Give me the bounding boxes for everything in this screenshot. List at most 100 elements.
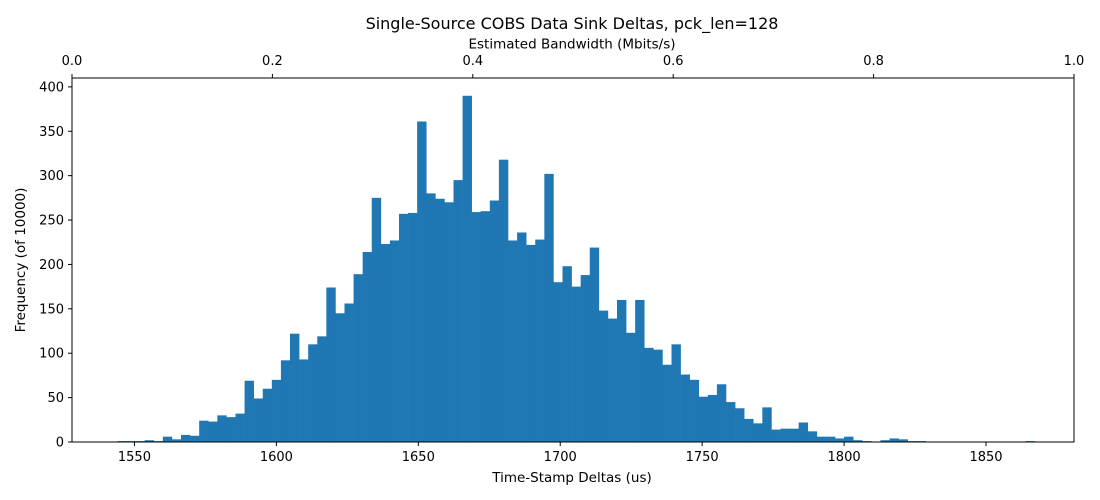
histogram-bar [835, 438, 845, 442]
histogram-bar [253, 398, 264, 442]
histogram-bar [144, 440, 155, 442]
histogram-bar [480, 211, 491, 442]
histogram-bar [744, 418, 754, 442]
histogram-bar [816, 436, 827, 442]
histogram-bar [644, 347, 654, 442]
bottom-x-axis: 1550 1600 1650 1700 1750 1800 1850 [118, 442, 1003, 465]
top-x-axis-label: Estimated Bandwidth (Mbits/s) [468, 37, 675, 53]
histogram-bar [698, 396, 709, 442]
histogram-bar [453, 180, 463, 442]
top-x-tick-label: 0.2 [262, 54, 283, 69]
histogram-bar [417, 121, 427, 442]
histogram-bar [598, 310, 609, 442]
histogram-bar [508, 240, 518, 442]
histogram-bar [589, 247, 600, 442]
y-tick-label: 50 [47, 391, 64, 406]
y-tick-label: 200 [39, 258, 64, 273]
y-tick-label: 350 [39, 125, 64, 140]
y-tick-label: 0 [56, 436, 64, 451]
histogram-bar [162, 436, 173, 442]
histogram-bar [435, 198, 445, 442]
histogram-bar [190, 435, 200, 442]
top-x-tick-label: 0.4 [462, 54, 483, 69]
histogram-bar [226, 417, 236, 442]
y-axis: 0 50 100 150 200 250 300 350 400 [39, 80, 72, 451]
histogram-bar [181, 434, 191, 442]
histogram-bar [753, 423, 763, 442]
y-tick-label: 300 [39, 169, 64, 184]
histogram-bar [535, 239, 545, 442]
histogram-bar [344, 303, 354, 442]
histogram-bar [898, 439, 908, 442]
x-tick-label: 1700 [544, 450, 577, 465]
histogram-bar [426, 193, 436, 442]
histogram-bar [326, 287, 336, 442]
histogram-bar [853, 440, 863, 442]
histogram-bar [498, 159, 509, 442]
bars-group [117, 95, 1036, 442]
histogram-bar [780, 428, 790, 442]
x-tick-label: 1800 [828, 450, 861, 465]
histogram-bar [671, 344, 681, 442]
histogram-bar [299, 359, 309, 442]
top-x-tick-label: 0.6 [663, 54, 684, 69]
histogram-bar [171, 439, 182, 442]
histogram-bar [199, 420, 209, 442]
histogram-bar [553, 282, 563, 442]
histogram-bar [271, 379, 282, 442]
histogram-bar [544, 173, 554, 442]
histogram-bar [807, 431, 818, 442]
histogram-bar [635, 299, 645, 442]
histogram-bar [880, 440, 890, 442]
y-tick-label: 250 [39, 214, 64, 229]
x-tick-label: 1550 [118, 450, 151, 465]
histogram-bar [317, 336, 327, 442]
histogram-bar [471, 212, 482, 442]
histogram-bar [689, 379, 700, 442]
histogram-bar [280, 360, 291, 442]
histogram-bar [462, 95, 472, 442]
histogram-bar [444, 202, 454, 442]
x-tick-label: 1600 [260, 450, 293, 465]
histogram-bar [789, 428, 799, 442]
x-tick-label: 1750 [686, 450, 719, 465]
histogram-bar [489, 200, 500, 442]
x-axis-label: Time-Stamp Deltas (us) [491, 470, 652, 486]
histogram-bar [607, 318, 618, 442]
y-axis-label: Frequency (of 10000) [13, 188, 29, 333]
histogram-bar [208, 421, 218, 442]
y-tick-label: 100 [39, 347, 64, 362]
histogram-bar [825, 436, 836, 442]
histogram-bar [726, 402, 736, 442]
histogram-bar [335, 313, 345, 442]
histogram-bar [408, 212, 418, 442]
histogram-bar [217, 415, 227, 442]
histogram-bar [707, 394, 718, 442]
histogram-bar [680, 374, 690, 442]
histogram-bar [716, 384, 727, 442]
histogram-bar [371, 197, 382, 442]
histogram-bar [380, 244, 391, 442]
histogram-bar [353, 274, 363, 442]
histogram-bar [617, 299, 627, 442]
histogram-bar [571, 286, 581, 442]
histogram-bar [653, 349, 663, 442]
y-tick-label: 150 [39, 302, 64, 317]
histogram-bar [526, 244, 536, 442]
histogram-bar [235, 413, 245, 442]
histogram-bar [626, 332, 636, 442]
histogram-bar [399, 213, 409, 442]
histogram-bar [889, 438, 899, 442]
x-tick-label: 1650 [402, 450, 435, 465]
histogram-bar [308, 344, 318, 442]
x-tick-label: 1850 [969, 450, 1002, 465]
histogram-bar [771, 429, 781, 442]
histogram-bar [517, 232, 527, 442]
histogram-bar [662, 364, 672, 442]
chart-title: Single-Source COBS Data Sink Deltas, pck… [366, 14, 779, 34]
histogram-bar [244, 380, 254, 442]
histogram-bar [389, 240, 400, 442]
histogram-bar [844, 436, 854, 442]
histogram-bar [290, 333, 300, 442]
